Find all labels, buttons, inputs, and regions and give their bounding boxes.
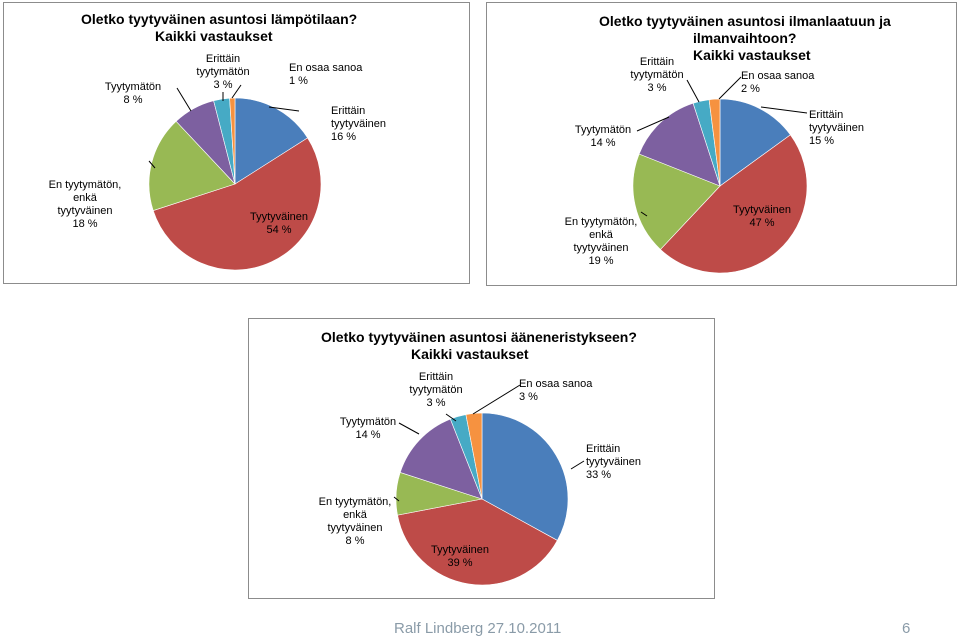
slice-label-very-satisfied: Erittäin tyytyväinen 33 % [586, 443, 641, 481]
slice-label-very-dissatisfied: Erittäin tyytymätön 3 % [630, 56, 683, 94]
leader-line-very-dissatisfied [686, 79, 700, 103]
footer-author-date: Ralf Lindberg 27.10.2011 [394, 620, 562, 637]
chart-panel-temperature: Oletko tyytyväinen asuntosi lämpötilaan?… [3, 2, 470, 284]
leader-line-dont-know [718, 76, 742, 100]
leader-line-very-satisfied [570, 460, 585, 470]
slice-label-neutral: En tyytymätön, enkä tyytyväinen 8 % [319, 496, 392, 547]
pie-slice-very-satisfied [234, 97, 309, 185]
pie-chart-air-quality: Oletko tyytyväinen asuntosi ilmanlaatuun… [565, 13, 891, 274]
slice-label-very-dissatisfied: Erittäin tyytymätön 3 % [409, 371, 462, 409]
leader-line-neutral [640, 211, 648, 217]
pie-slice-neutral [148, 120, 236, 211]
pie-slice-very-satisfied [719, 98, 791, 187]
chart-title: Oletko tyytyväinen asuntosi lämpötilaan?… [81, 11, 357, 44]
slice-label-satisfied: Tyytyväinen 39 % [431, 544, 489, 569]
pie-slice-satisfied [660, 134, 808, 274]
chart-panel-sound-insulation: Oletko tyytyväinen asuntosi ääneneristyk… [248, 318, 715, 599]
slice-label-dont-know: En osaa sanoa 3 % [519, 378, 593, 403]
leader-line-dont-know [231, 84, 242, 99]
slice-label-dissatisfied: Tyytymätön 14 % [575, 124, 631, 149]
slice-label-very-satisfied: Erittäin tyytyväinen 16 % [331, 105, 386, 143]
leader-line-dissatisfied [636, 116, 670, 132]
leader-line-neutral [393, 496, 400, 502]
leader-line-dont-know [472, 384, 521, 415]
chart-title: Oletko tyytyväinen asuntosi ilmanlaatuun… [599, 13, 891, 63]
slice-label-very-satisfied: Erittäin tyytyväinen 15 % [809, 109, 864, 147]
slice-label-very-dissatisfied: Erittäin tyytymätön 3 % [196, 53, 249, 91]
pie-slice-neutral [632, 153, 721, 250]
footer-page-number: 6 [902, 620, 911, 637]
pie-slice-dissatisfied [399, 418, 483, 500]
slice-label-satisfied: Tyytyväinen 47 % [733, 204, 791, 229]
slice-label-dissatisfied: Tyytymätön 8 % [105, 81, 161, 106]
slice-label-dont-know: En osaa sanoa 1 % [289, 62, 363, 87]
slice-label-neutral: En tyytymätön, enkä tyytyväinen 19 % [565, 216, 638, 267]
pie-chart-sound-insulation: Oletko tyytyväinen asuntosi ääneneristyk… [319, 329, 641, 586]
pie-slice-satisfied [152, 137, 322, 271]
leader-line-very-satisfied [268, 106, 300, 112]
leader-line-neutral [148, 160, 156, 169]
pie-slice-dont-know [708, 98, 721, 187]
chart-panel-air-quality: Oletko tyytyväinen asuntosi ilmanlaatuun… [486, 2, 957, 286]
chart-title: Oletko tyytyväinen asuntosi ääneneristyk… [321, 329, 637, 362]
slice-label-dont-know: En osaa sanoa 2 % [741, 70, 815, 95]
pie-slice-very-satisfied [481, 412, 569, 541]
pie-slice-satisfied [397, 498, 558, 586]
leader-line-very-dissatisfied [445, 413, 457, 422]
pie-chart-temperature: Oletko tyytyväinen asuntosi lämpötilaan?… [49, 11, 386, 271]
slice-label-neutral: En tyytymätön, enkä tyytyväinen 18 % [49, 179, 122, 230]
slice-label-satisfied: Tyytyväinen 54 % [250, 211, 308, 236]
slice-label-dissatisfied: Tyytymätön 14 % [340, 416, 396, 441]
leader-line-dissatisfied [398, 422, 420, 435]
leader-line-dissatisfied [176, 87, 192, 112]
leader-line-very-satisfied [760, 106, 808, 114]
